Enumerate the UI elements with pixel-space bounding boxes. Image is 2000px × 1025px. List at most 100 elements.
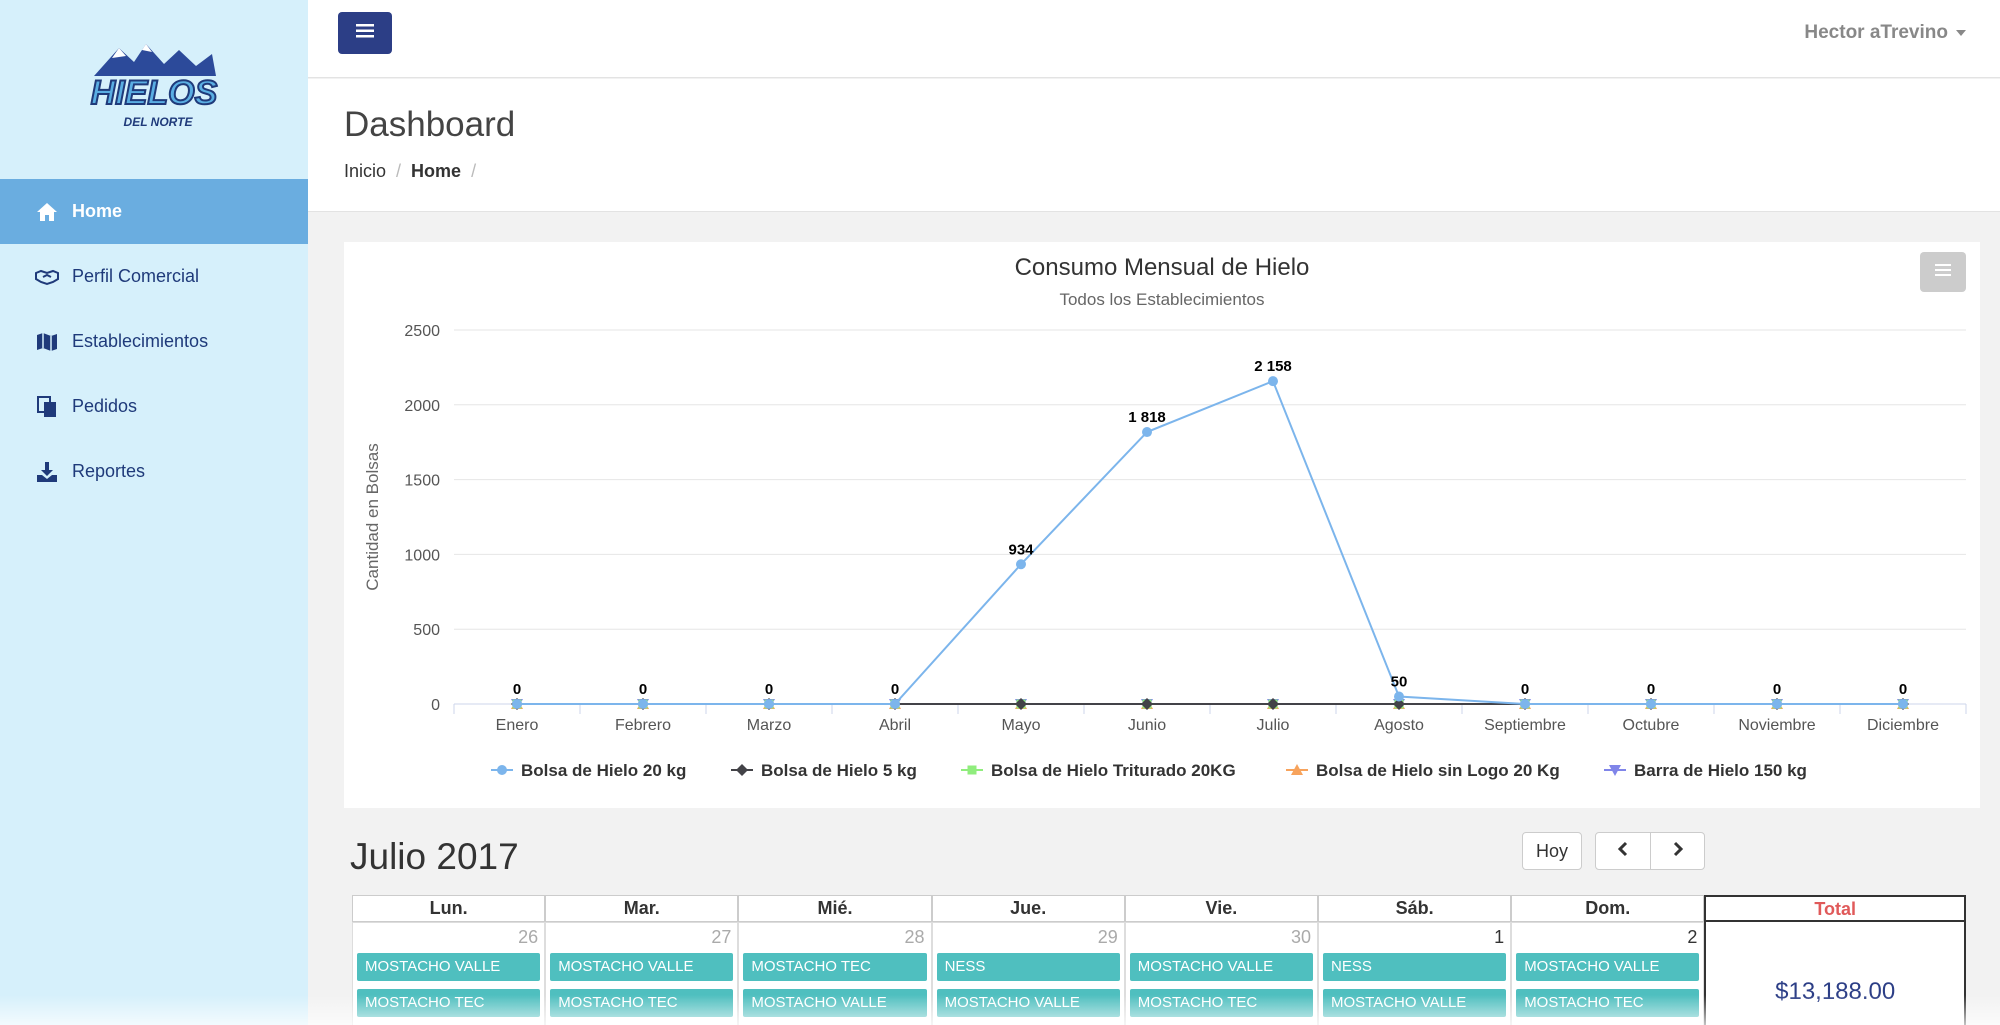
y-tick-label: 500 bbox=[413, 622, 440, 639]
legend-symbol[interactable] bbox=[736, 764, 748, 776]
calendar-event[interactable]: NESS bbox=[1323, 953, 1507, 981]
data-label: 934 bbox=[1008, 541, 1034, 558]
legend-symbol[interactable] bbox=[967, 765, 977, 775]
top-bar: Hector aTrevino bbox=[308, 0, 2000, 78]
data-point[interactable] bbox=[764, 699, 774, 709]
y-axis-label: Cantidad en Bolsas bbox=[363, 443, 382, 590]
user-menu[interactable]: Hector aTrevino bbox=[1804, 22, 1966, 44]
calendar-event[interactable]: MOSTACHO VALLE bbox=[743, 989, 927, 1017]
data-label: 0 bbox=[891, 681, 899, 698]
handshake-icon bbox=[34, 264, 60, 290]
sidebar-item-establecimientos[interactable]: Establecimientos bbox=[0, 309, 308, 374]
legend-symbol[interactable] bbox=[497, 765, 507, 775]
calendar-day-header: Vie. bbox=[1124, 895, 1318, 922]
calendar-day-cell[interactable]: 29 NESS MOSTACHO VALLE bbox=[931, 922, 1125, 1025]
legend-item: Bolsa de Hielo sin Logo 20 Kg bbox=[1316, 761, 1560, 780]
chart-card: Consumo Mensual de Hielo Todos los Establ… bbox=[344, 242, 1980, 808]
x-tick-label: Enero bbox=[496, 717, 539, 734]
chart-svg: Consumo Mensual de Hielo Todos los Establ… bbox=[363, 254, 1967, 780]
data-point[interactable] bbox=[1268, 376, 1278, 387]
legend-symbol[interactable] bbox=[1609, 765, 1621, 776]
data-point[interactable] bbox=[1267, 698, 1279, 710]
brand-logo[interactable]: HIELOS DEL NORTE bbox=[84, 36, 224, 136]
week-total-value: $13,188.00 bbox=[1775, 978, 1896, 1005]
legend-item: Barra de Hielo 150 kg bbox=[1634, 761, 1807, 780]
calendar-total-header: Total bbox=[1704, 895, 1966, 922]
calendar-event[interactable]: MOSTACHO TEC bbox=[743, 953, 927, 981]
data-point[interactable] bbox=[890, 699, 900, 709]
page-title: Dashboard bbox=[344, 105, 516, 144]
calendar-day-cell[interactable]: 1 NESS MOSTACHO VALLE bbox=[1318, 922, 1512, 1025]
y-tick-label: 1500 bbox=[404, 473, 440, 490]
data-point[interactable] bbox=[1646, 699, 1656, 709]
breadcrumb: Inicio / Home / bbox=[344, 161, 486, 182]
x-tick-label: Octubre bbox=[1623, 717, 1680, 734]
breadcrumb-inicio[interactable]: Inicio bbox=[344, 161, 387, 181]
legend-item: Bolsa de Hielo 20 kg bbox=[521, 761, 686, 780]
day-number: 1 bbox=[1494, 927, 1505, 947]
data-point[interactable] bbox=[512, 699, 522, 709]
data-point[interactable] bbox=[1142, 427, 1152, 438]
sidebar-item-label: Home bbox=[72, 201, 123, 221]
calendar-week-total: $13,188.00 bbox=[1704, 922, 1966, 1025]
data-point[interactable] bbox=[1016, 559, 1026, 570]
calendar-event[interactable]: MOSTACHO VALLE bbox=[357, 953, 541, 981]
hamburger-icon bbox=[1935, 263, 1951, 281]
day-number: 30 bbox=[1290, 927, 1311, 947]
calendar-event[interactable]: MOSTACHO TEC bbox=[550, 989, 734, 1017]
download-icon bbox=[34, 459, 60, 485]
calendar-day-cell[interactable]: 2 MOSTACHO VALLE MOSTACHO TEC bbox=[1511, 922, 1705, 1025]
calendar-event[interactable]: MOSTACHO TEC bbox=[357, 989, 541, 1017]
calendar-day-cell[interactable]: 27 MOSTACHO VALLE MOSTACHO TEC bbox=[545, 922, 739, 1025]
data-point[interactable] bbox=[1898, 699, 1908, 709]
legend-symbol[interactable] bbox=[1291, 764, 1303, 775]
series-line bbox=[517, 379, 1903, 705]
calendar-day-cell[interactable]: 30 MOSTACHO VALLE MOSTACHO TEC bbox=[1124, 922, 1318, 1025]
data-label: 0 bbox=[513, 681, 521, 698]
calendar-event[interactable]: MOSTACHO VALLE bbox=[1323, 989, 1507, 1017]
calendar-event[interactable]: NESS bbox=[936, 953, 1120, 981]
data-point[interactable] bbox=[1015, 698, 1027, 710]
day-number: 28 bbox=[904, 927, 925, 947]
data-point[interactable] bbox=[638, 699, 648, 709]
calendar-event[interactable]: MOSTACHO VALLE bbox=[1129, 953, 1313, 981]
x-tick-label: Junio bbox=[1128, 717, 1166, 734]
page-header: Dashboard Inicio / Home / bbox=[308, 79, 2000, 212]
data-point[interactable] bbox=[1772, 699, 1782, 709]
calendar-day-header: Lun. bbox=[352, 895, 546, 922]
x-tick-label: Febrero bbox=[615, 717, 671, 734]
data-point[interactable] bbox=[1520, 699, 1530, 709]
calendar-event[interactable]: MOSTACHO TEC bbox=[1129, 989, 1313, 1017]
calendar-event[interactable]: MOSTACHO TEC bbox=[1516, 989, 1700, 1017]
data-point[interactable] bbox=[1394, 691, 1404, 702]
prev-month-button[interactable] bbox=[1595, 832, 1651, 870]
chart-context-menu-button[interactable] bbox=[1920, 252, 1966, 292]
calendar-day-cell[interactable]: 28 MOSTACHO TEC MOSTACHO VALLE bbox=[738, 922, 932, 1025]
chevron-right-icon bbox=[1671, 841, 1685, 862]
data-point[interactable] bbox=[1141, 698, 1153, 710]
sidebar-item-pedidos[interactable]: Pedidos bbox=[0, 374, 308, 439]
menu-toggle-button[interactable] bbox=[338, 12, 392, 54]
data-label: 0 bbox=[1521, 681, 1529, 698]
sidebar-item-label: Pedidos bbox=[72, 396, 138, 416]
calendar-day-cell[interactable]: 26 MOSTACHO VALLE MOSTACHO TEC bbox=[352, 922, 546, 1025]
sidebar-item-label: Reportes bbox=[72, 461, 146, 481]
calendar-event[interactable]: MOSTACHO VALLE bbox=[1516, 953, 1700, 981]
user-name: Hector aTrevino bbox=[1804, 22, 1948, 43]
data-point[interactable] bbox=[1393, 698, 1405, 710]
map-icon bbox=[34, 329, 60, 355]
next-month-button[interactable] bbox=[1650, 832, 1705, 870]
calendar-event[interactable]: MOSTACHO VALLE bbox=[936, 989, 1120, 1017]
day-number: 2 bbox=[1687, 927, 1698, 947]
y-tick-label: 2000 bbox=[404, 398, 440, 415]
data-label: 2 158 bbox=[1254, 358, 1292, 375]
sidebar-item-home[interactable]: Home bbox=[0, 179, 308, 244]
logo-subtext: DEL NORTE bbox=[124, 115, 194, 129]
x-tick-label: Julio bbox=[1257, 717, 1290, 734]
calendar-event[interactable]: MOSTACHO VALLE bbox=[550, 953, 734, 981]
today-button[interactable]: Hoy bbox=[1522, 832, 1582, 870]
day-number: 29 bbox=[1097, 927, 1118, 947]
sidebar-item-reportes[interactable]: Reportes bbox=[0, 439, 308, 504]
data-label: 0 bbox=[765, 681, 773, 698]
sidebar-item-perfil-comercial[interactable]: Perfil Comercial bbox=[0, 244, 308, 309]
